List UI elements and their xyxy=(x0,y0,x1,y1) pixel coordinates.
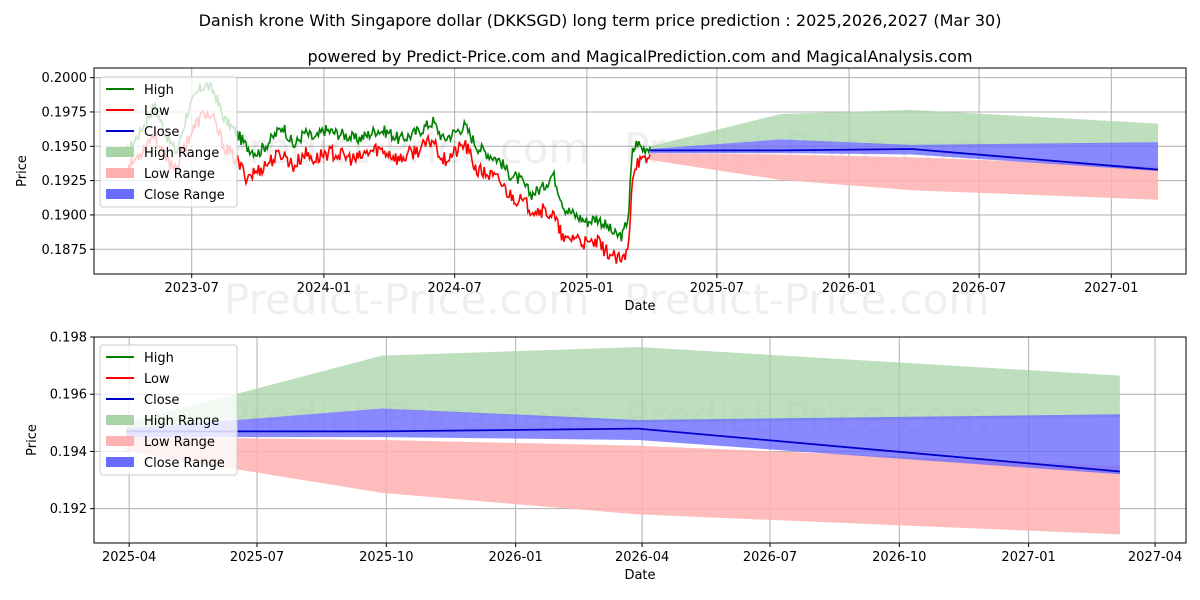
y-tick-label: 0.2000 xyxy=(42,71,88,86)
legend-close-range-swatch xyxy=(106,189,134,199)
legend-close-range-swatch xyxy=(106,457,134,467)
legend-high-label: High xyxy=(144,83,174,98)
chart-subtitle: powered by Predict-Price.com and Magical… xyxy=(307,47,972,66)
y-tick-label: 0.1925 xyxy=(42,174,88,189)
close-series-line xyxy=(650,148,1159,171)
y-axis-label: Price xyxy=(15,155,30,187)
legend-high-range-swatch xyxy=(106,147,134,157)
x-tick-label: 2027-04 xyxy=(1128,550,1182,565)
legend-close-range-label: Close Range xyxy=(144,456,225,471)
y-tick-label: 0.1975 xyxy=(42,105,88,120)
chart-title: Danish krone With Singapore dollar (DKKS… xyxy=(199,11,1002,30)
legend-low-range-label: Low Range xyxy=(144,435,215,450)
x-tick-label: 2026-01 xyxy=(488,550,542,565)
y-tick-label: 0.198 xyxy=(50,331,87,346)
y-tick-label: 0.194 xyxy=(50,445,87,460)
x-tick-label: 2025-07 xyxy=(230,550,284,565)
chart-legend: High Low Close High Range Low Range Close Ran… xyxy=(99,76,238,208)
legend-close-label: Close xyxy=(144,393,179,408)
y-axis-label: Price xyxy=(25,424,40,456)
x-tick-label: 2027-01 xyxy=(1084,281,1138,296)
legend-low-range-label: Low Range xyxy=(144,167,215,182)
y-tick-label: 0.196 xyxy=(50,388,87,403)
close-series-line xyxy=(126,427,1120,473)
watermark-text: Predict-Price.com xyxy=(224,124,589,173)
low-range-band xyxy=(126,437,1120,535)
x-axis-label: Date xyxy=(624,299,655,314)
legend-low-range-swatch xyxy=(106,168,134,178)
chart-legend: High Low Close High Range Low Range Close Ran… xyxy=(99,344,238,476)
legend-low-label: Low xyxy=(144,104,170,119)
x-axis-label: Date xyxy=(624,568,655,583)
close-range-band xyxy=(650,139,1158,171)
watermark-text: Predict-Price.com xyxy=(224,275,589,324)
x-tick-label: 2025-01 xyxy=(560,281,614,296)
high-range-band xyxy=(650,109,1158,149)
high-range-band xyxy=(126,347,1120,429)
y-tick-label: 0.192 xyxy=(50,502,87,517)
legend-box xyxy=(99,344,238,476)
y-tick-label: 0.1900 xyxy=(42,208,88,223)
x-tick-label: 2023-07 xyxy=(165,281,219,296)
bottom-chart-panel: Predict-Price.comPredict-Price.com2025-0… xyxy=(25,331,1187,583)
watermark-text: Predict-Price.com xyxy=(624,275,989,324)
x-tick-label: 2024-07 xyxy=(427,281,481,296)
x-tick-label: 2026-07 xyxy=(743,550,797,565)
x-tick-label: 2024-01 xyxy=(297,281,351,296)
x-axis: 2025-04 2025-07 2025-10 2026-01 2026-04 2026-… xyxy=(102,543,1182,565)
plot-frame xyxy=(93,336,1187,544)
x-tick-label: 2025-04 xyxy=(102,550,156,565)
x-tick-label: 2026-07 xyxy=(952,281,1006,296)
plot-frame xyxy=(93,67,1187,275)
x-tick-label: 2026-04 xyxy=(615,550,669,565)
y-tick-label: 0.1950 xyxy=(42,140,88,155)
y-tick-label: 0.1875 xyxy=(42,243,88,258)
legend-low-label: Low xyxy=(144,372,170,387)
plot-area xyxy=(125,82,1159,264)
x-axis: 2023-07 2024-01 2024-07 2025-01 2025-07 2026-… xyxy=(165,274,1138,296)
legend-close-label: Close xyxy=(144,125,179,140)
legend-low-range-swatch xyxy=(106,436,134,446)
x-tick-label: 2026-01 xyxy=(822,281,876,296)
low-range-band xyxy=(650,153,1158,200)
x-tick-label: 2026-10 xyxy=(872,550,926,565)
x-tick-label: 2025-07 xyxy=(690,281,744,296)
plot-area xyxy=(126,347,1120,535)
legend-high-label: High xyxy=(144,351,174,366)
top-chart-panel: Predict-Price.com Predict-Price.com Predic… xyxy=(15,67,1187,324)
legend-close-range-label: Close Range xyxy=(144,188,225,203)
legend-high-range-label: High Range xyxy=(144,146,219,161)
x-tick-label: 2027-01 xyxy=(1001,550,1055,565)
legend-box xyxy=(99,76,238,208)
y-axis: 0.1875 0.1900 0.1925 0.1950 0.1975 0.2000 xyxy=(42,71,94,258)
legend-high-range-swatch xyxy=(106,415,134,425)
x-tick-label: 2025-10 xyxy=(359,550,413,565)
close-range-band xyxy=(126,408,1120,475)
y-axis: 0.192 0.194 0.196 0.198 xyxy=(50,331,94,517)
legend-high-range-label: High Range xyxy=(144,414,219,429)
